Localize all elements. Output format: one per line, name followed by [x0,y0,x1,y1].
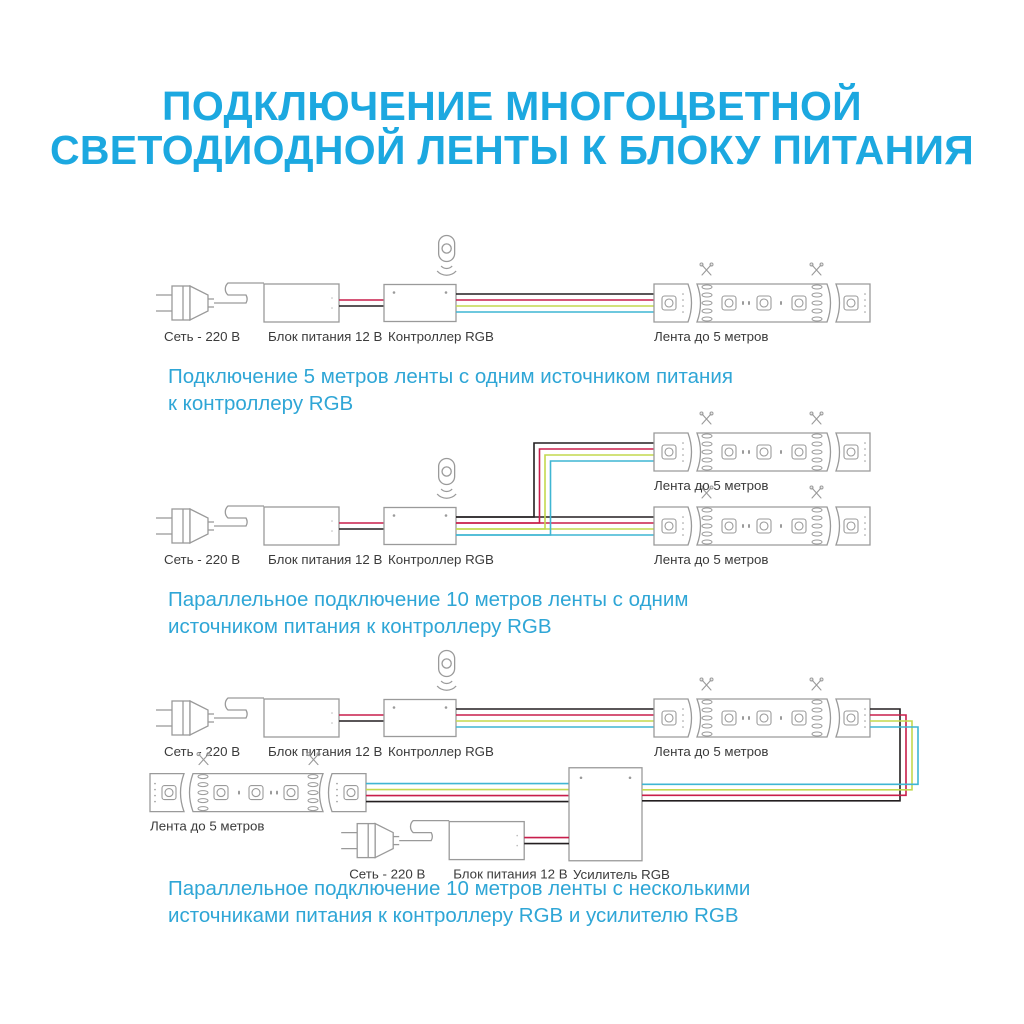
svg-text:Сеть - 220 В: Сеть - 220 В [164,552,240,567]
svg-text:Блок питания 12 В: Блок питания 12 В [268,744,383,759]
svg-text:Лента до 5 метров: Лента до 5 метров [150,819,264,834]
svg-text:Контроллер RGB: Контроллер RGB [388,744,494,759]
svg-text:Параллельное подключение 10 ме: Параллельное подключение 10 метров ленты… [168,877,750,900]
svg-text:Лента до 5 метров: Лента до 5 метров [654,744,768,759]
svg-text:Блок питания 12 В: Блок питания 12 В [268,552,383,567]
svg-text:Лента до 5 метров: Лента до 5 метров [654,552,768,567]
svg-text:Лента до 5 метров: Лента до 5 метров [654,478,768,493]
svg-text:источниками питания к контролл: источниками питания к контроллеру RGB и … [168,904,739,927]
svg-text:Параллельное подключение 10 ме: Параллельное подключение 10 метров ленты… [168,588,688,611]
svg-text:Подключение 5 метров ленты с о: Подключение 5 метров ленты с одним источ… [168,365,733,388]
svg-text:Блок питания 12 В: Блок питания 12 В [268,329,383,344]
svg-text:Контроллер RGB: Контроллер RGB [388,329,494,344]
svg-text:Контроллер RGB: Контроллер RGB [388,552,494,567]
svg-text:источником питания к контролле: источником питания к контроллеру RGB [168,615,552,638]
svg-text:к контроллеру RGB: к контроллеру RGB [168,392,353,415]
svg-text:Лента до 5 метров: Лента до 5 метров [654,329,768,344]
svg-text:Сеть - 220 В: Сеть - 220 В [164,329,240,344]
svg-text:Сеть - 220 В: Сеть - 220 В [164,744,240,759]
